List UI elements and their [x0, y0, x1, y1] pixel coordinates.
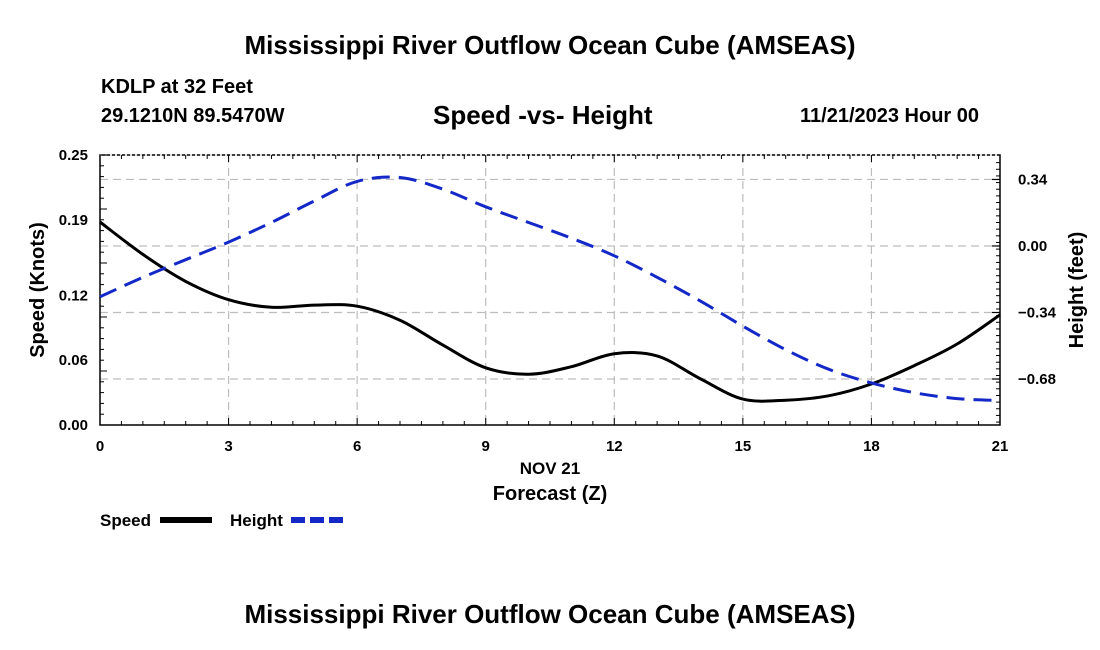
y-tick-label: 0.06: [59, 352, 88, 369]
x-tick-label: 3: [224, 438, 232, 455]
plot-frame: [99, 154, 1001, 426]
x-axis-date: NOV 21: [520, 459, 580, 478]
x-tick-label: 15: [735, 438, 752, 455]
station-coordinates: 29.1210N 89.5470W: [101, 105, 285, 127]
chart-subtitle: Speed -vs- Height: [433, 100, 653, 130]
y-tick-label: 0.12: [59, 287, 88, 304]
legend-label-height: Height: [230, 511, 283, 530]
series-line-height: [99, 175, 1001, 402]
y-tick-label: 0.19: [59, 212, 88, 229]
y2-tick-label: 0.00: [1018, 238, 1047, 255]
x-axis-title: Forecast (Z): [493, 483, 607, 505]
footer-title: Mississippi River Outflow Ocean Cube (AM…: [244, 599, 856, 629]
forecast-datetime: 11/21/2023 Hour 00: [800, 105, 980, 127]
x-tick-label: 0: [96, 438, 104, 455]
x-tick-label: 18: [863, 438, 880, 455]
legend-label-speed: Speed: [100, 511, 151, 530]
y2-tick-label: 0.34: [1018, 171, 1048, 188]
y-tick-label: 0.25: [59, 147, 88, 164]
y2-axis-title: Height (feet): [1066, 232, 1088, 349]
chart-title: Mississippi River Outflow Ocean Cube (AM…: [244, 30, 856, 60]
x-tick-label: 21: [992, 438, 1009, 455]
x-tick-label: 9: [482, 438, 490, 455]
y2-tick-label: −0.34: [1018, 305, 1057, 322]
y-axis-title: Speed (Knots): [27, 222, 49, 358]
y2-tick-label: −0.68: [1018, 371, 1056, 388]
x-tick-label: 6: [353, 438, 361, 455]
station-label: KDLP at 32 Feet: [101, 76, 253, 98]
y-tick-label: 0.00: [59, 417, 88, 434]
series-line-speed: [99, 220, 1001, 403]
x-tick-label: 12: [606, 438, 623, 455]
